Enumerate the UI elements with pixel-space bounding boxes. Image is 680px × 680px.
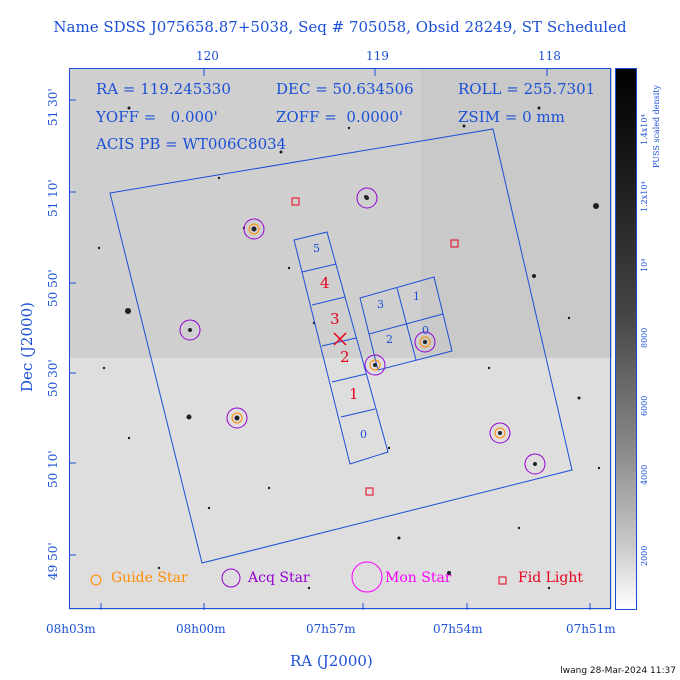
chip-label: 0 bbox=[360, 428, 367, 441]
legend-acq-label: Acq Star bbox=[248, 570, 310, 586]
chip-label: 0 bbox=[422, 324, 429, 337]
guide-star-marker bbox=[494, 427, 506, 439]
acq-stars bbox=[179, 187, 546, 475]
legend-mon-label: Mon Star bbox=[385, 570, 452, 586]
chip-label: 1 bbox=[413, 290, 420, 303]
acq-star-marker bbox=[226, 407, 248, 429]
fid-light-marker bbox=[291, 197, 300, 206]
fid-lights bbox=[291, 197, 459, 496]
dec-value: DEC = 50.634506 bbox=[276, 80, 414, 98]
acq-star-marker bbox=[356, 187, 378, 209]
acq-star-marker bbox=[489, 422, 511, 444]
acis-i-array bbox=[359, 276, 453, 371]
guide-star-legend-icon bbox=[90, 574, 102, 586]
bottom-tick-label: 08h03m bbox=[46, 622, 96, 636]
aimpoint-marker bbox=[333, 332, 347, 346]
top-tick-label: 120 bbox=[196, 49, 219, 63]
bottom-tick-label: 07h57m bbox=[306, 622, 356, 636]
chip-label: 3 bbox=[330, 310, 340, 328]
fov-outline bbox=[109, 128, 573, 564]
acis-pb-value: ACIS PB = WT006C8034 bbox=[96, 135, 287, 153]
fid-light-marker bbox=[450, 239, 459, 248]
chip-label: 2 bbox=[340, 348, 350, 366]
ra-value: RA = 119.245330 bbox=[96, 80, 231, 98]
roll-value: ROLL = 255.7301 bbox=[458, 80, 596, 98]
colorbar bbox=[615, 68, 637, 610]
guide-star-marker bbox=[248, 223, 260, 235]
star-speckles bbox=[97, 106, 601, 590]
plot-frame bbox=[69, 68, 611, 609]
fid-light-marker bbox=[365, 487, 374, 496]
bottom-tick-label: 07h54m bbox=[433, 622, 483, 636]
acq-star-marker bbox=[524, 453, 546, 475]
acq-star-marker bbox=[364, 354, 386, 376]
chip-label: 5 bbox=[313, 242, 320, 255]
yoff-value: YOFF = 0.000' bbox=[96, 108, 218, 126]
acq-star-marker bbox=[179, 319, 201, 341]
mon-star-legend-icon bbox=[351, 561, 383, 593]
chip-label: 2 bbox=[386, 333, 393, 346]
bottom-tick-label: 08h00m bbox=[176, 622, 226, 636]
guide-star-marker bbox=[369, 359, 381, 371]
zoff-value: ZOFF = 0.0000' bbox=[276, 108, 404, 126]
zsim-value: ZSIM = 0 mm bbox=[458, 108, 565, 126]
fid-light-legend-icon bbox=[498, 576, 507, 585]
guide-star-marker bbox=[231, 412, 243, 424]
guide-star-marker bbox=[419, 336, 431, 348]
acq-star-marker bbox=[243, 218, 265, 240]
bottom-tick-label: 07h51m bbox=[566, 622, 616, 636]
chip-label: 3 bbox=[377, 298, 384, 311]
sky-image-right-strip bbox=[421, 68, 612, 358]
acq-star-marker bbox=[414, 331, 436, 353]
legend-guide-label: Guide Star bbox=[111, 570, 188, 586]
top-tick-label: 118 bbox=[538, 49, 561, 63]
chip-label: 4 bbox=[320, 274, 330, 292]
legend-fid-label: Fid Light bbox=[518, 570, 583, 586]
chip-label: 1 bbox=[349, 385, 359, 403]
acq-star-legend-icon bbox=[221, 568, 241, 588]
guide-stars bbox=[231, 223, 506, 439]
page-title: Name SDSS J075658.87+5038, Seq # 705058,… bbox=[53, 18, 627, 36]
acis-s-array bbox=[293, 231, 389, 465]
timestamp-stamp: lwang 28-Mar-2024 11:37 bbox=[560, 666, 676, 676]
x-axis-label: RA (J2000) bbox=[290, 652, 373, 670]
top-tick-label: 119 bbox=[366, 49, 389, 63]
